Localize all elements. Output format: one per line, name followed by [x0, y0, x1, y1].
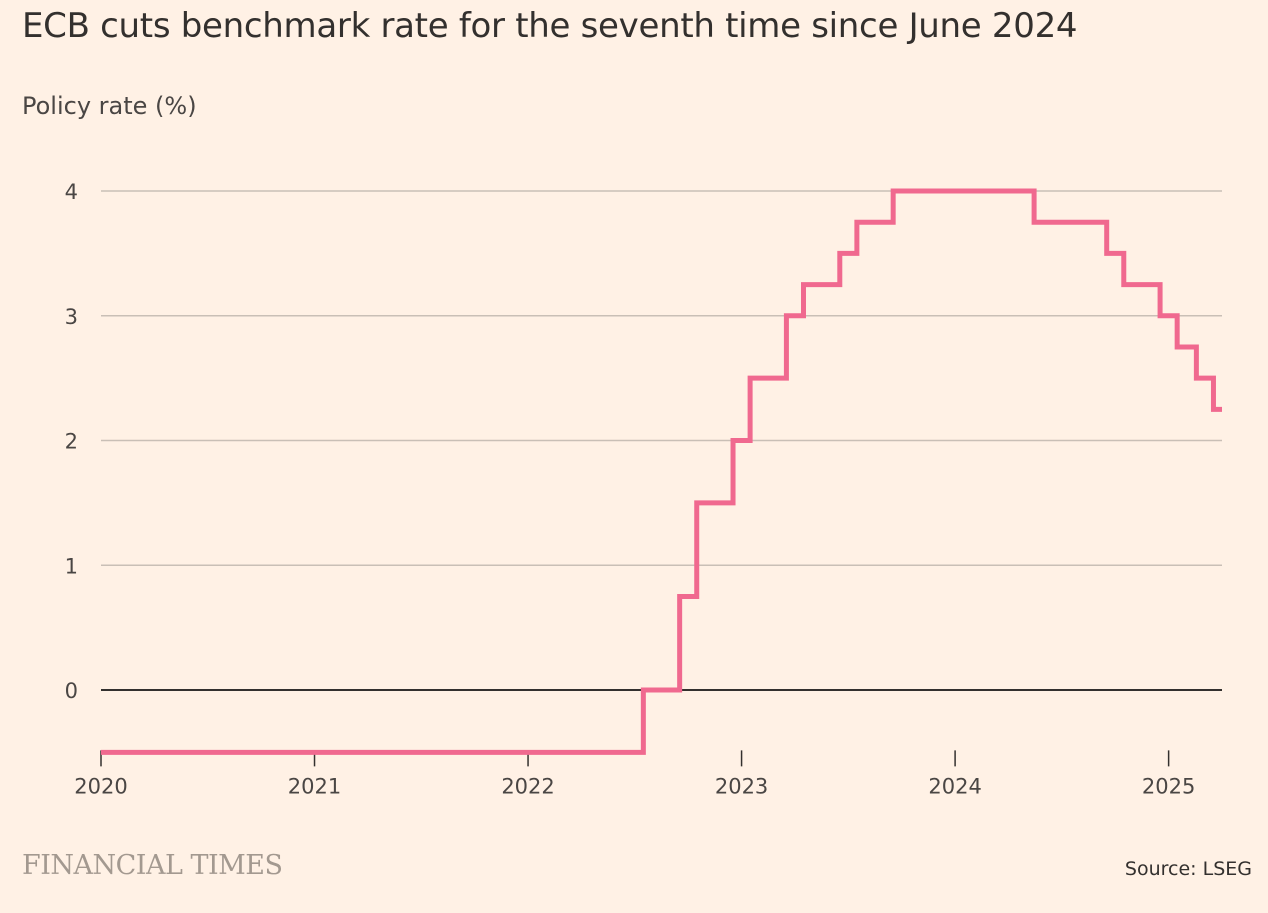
y-tick-label-0: 0 — [65, 679, 78, 703]
x-tick-label-2020: 2020 — [74, 774, 127, 798]
y-tick-label-3: 3 — [65, 305, 78, 329]
ft-logo: FINANCIAL TIMES — [22, 850, 283, 881]
policy-rate-line — [101, 188, 1222, 755]
x-tick-label-2024: 2024 — [928, 774, 981, 798]
series-layer — [101, 188, 1222, 755]
y-tick-label-2: 2 — [65, 430, 78, 454]
source-note: Source: LSEG — [1124, 858, 1252, 880]
y-tick-label-4: 4 — [65, 180, 78, 204]
y-axis-title: Policy rate (%) — [22, 92, 197, 120]
x-tick-label-2023: 2023 — [715, 774, 768, 798]
y-axis-labels: 0 1 2 3 4 — [65, 180, 78, 703]
x-axis: 2020 2021 2022 2023 2024 2025 — [74, 750, 1195, 798]
x-tick-label-2025: 2025 — [1142, 774, 1195, 798]
x-tick-label-2021: 2021 — [288, 774, 341, 798]
x-tick-label-2022: 2022 — [501, 774, 554, 798]
grid-lines — [101, 190, 1222, 691]
chart-title: ECB cuts benchmark rate for the seventh … — [22, 6, 1078, 46]
y-tick-label-1: 1 — [65, 554, 78, 578]
